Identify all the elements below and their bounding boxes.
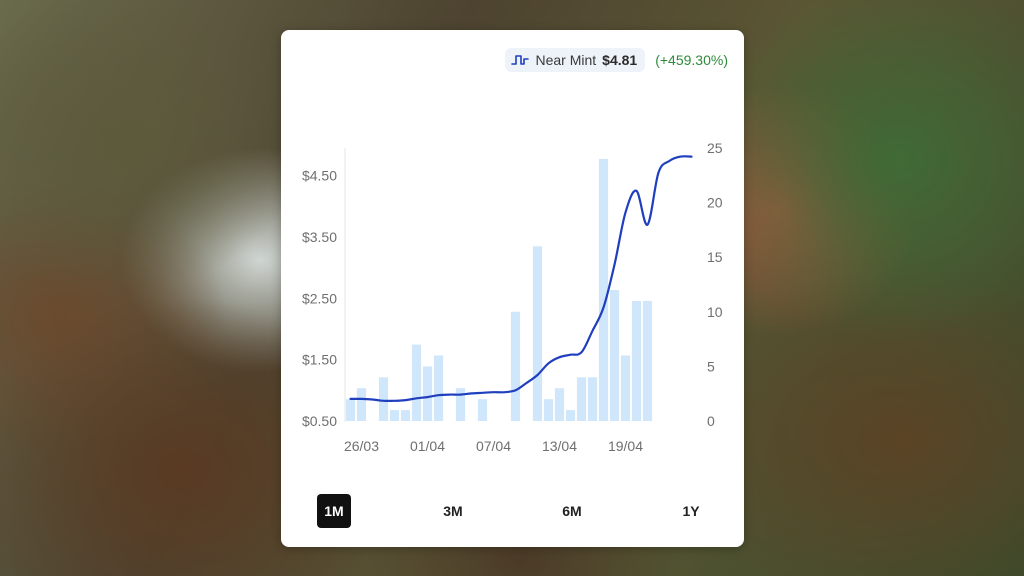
volume-bar [620, 355, 631, 421]
volume-bar [389, 410, 400, 421]
volume-bar [422, 366, 433, 421]
range-1m-button[interactable]: 1M [317, 494, 351, 528]
range-3m-button[interactable]: 3M [443, 503, 463, 519]
x-tick-label: 01/04 [410, 438, 445, 454]
y-left-tick-label: $2.50 [302, 290, 337, 306]
volume-bar [631, 300, 642, 421]
price-chart-card: Near Mint $4.81 (+459.30%) $0.50 $1.50 $2.… [281, 30, 744, 547]
range-6m-button[interactable]: 6M [562, 503, 582, 519]
volume-bar [609, 290, 620, 421]
volume-bar [433, 355, 444, 421]
y-right-tick-label: 20 [707, 195, 723, 211]
y-right-tick-label: 0 [707, 413, 715, 429]
chart-legend: Near Mint $4.81 (+459.30%) [505, 47, 728, 73]
volume-bar [532, 246, 543, 421]
volume-bar [543, 399, 554, 421]
x-tick-label: 07/04 [476, 438, 511, 454]
y-right-tick-label: 25 [707, 140, 723, 156]
volume-bar [477, 399, 488, 421]
legend-price-change: (+459.30%) [655, 52, 728, 68]
time-range-selector: 1M 3M 6M 1Y [317, 493, 708, 529]
volume-bar [510, 311, 521, 421]
x-tick-label: 19/04 [608, 438, 643, 454]
y-left-tick-label: $4.50 [302, 168, 337, 184]
price-line-group [349, 155, 693, 403]
volume-bar [400, 410, 411, 421]
volume-bars [345, 158, 653, 421]
volume-bar [565, 410, 576, 421]
volume-bar [642, 300, 653, 421]
axis-ticks: $0.50 $1.50 $2.50 $3.50 $4.50 0 5 10 15 20 25 26/03… [302, 140, 723, 454]
volume-bar [378, 377, 389, 421]
price-history-chart: $0.50 $1.50 $2.50 $3.50 $4.50 0 5 10 15 20 25 26/03… [302, 140, 723, 454]
step-line-icon [511, 55, 530, 65]
y-left-tick-label: $1.50 [302, 352, 337, 368]
volume-bar [345, 399, 356, 421]
y-right-tick-label: 10 [707, 304, 723, 320]
price-line [349, 155, 693, 403]
legend-current-price: $4.81 [602, 52, 638, 68]
legend-series-toggle[interactable]: Near Mint $4.81 [505, 48, 646, 72]
volume-bar [598, 158, 609, 421]
volume-bar [411, 344, 422, 421]
volume-bar [587, 377, 598, 421]
y-left-tick-label: $3.50 [302, 229, 337, 245]
volume-bar [356, 388, 367, 421]
y-right-tick-label: 5 [707, 358, 715, 374]
x-tick-label: 26/03 [344, 438, 379, 454]
volume-bar [554, 388, 565, 421]
legend-series-name: Near Mint [535, 52, 597, 68]
y-left-tick-label: $0.50 [302, 413, 337, 429]
range-1y-button[interactable]: 1Y [682, 503, 700, 519]
volume-bar [576, 377, 587, 421]
x-tick-label: 13/04 [542, 438, 577, 454]
y-right-tick-label: 15 [707, 249, 723, 265]
volume-bar [455, 388, 466, 421]
